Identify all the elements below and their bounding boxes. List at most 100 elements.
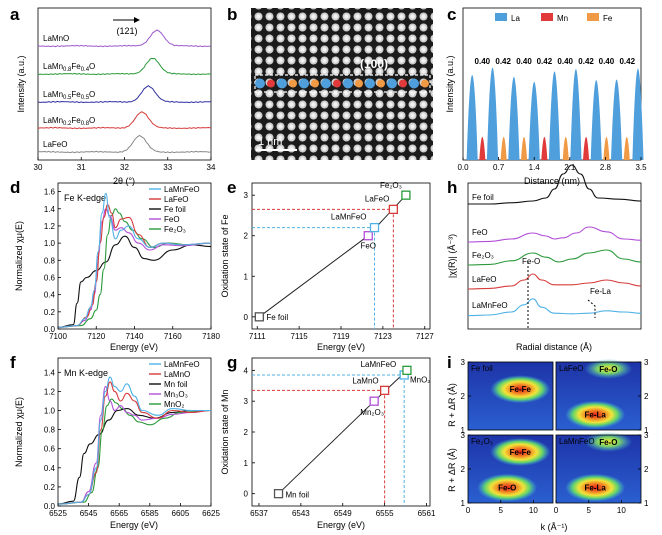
panel-i-xtick-label: 5 (498, 506, 503, 515)
panel-d-ytick-label: 0.0 (44, 325, 56, 334)
panel-a-series-3 (37, 85, 212, 104)
panel-i-map-title-4: LaMnFeO (559, 437, 595, 446)
panel-b-atom (299, 78, 309, 89)
panel-d-xtick-label: 7160 (164, 332, 182, 341)
panel-f-ytick-label: 1.0 (44, 407, 56, 416)
panel-a-xtick-label: 34 (207, 163, 216, 172)
panel-c-peak-fe (521, 136, 528, 160)
panel-g-ytick-label: 4 (244, 366, 249, 375)
panel-f-ytick-label: 0.0 (44, 502, 56, 511)
panel-c-legend-swatch-fe (587, 13, 599, 21)
panel-b-atom (343, 78, 353, 89)
panel-i-xlabel: k (Å⁻¹) (541, 522, 568, 532)
panel-f-curves (57, 376, 212, 505)
panel-f-ytick-label: 0.2 (44, 483, 56, 492)
panel-i-maps: Fe foil Fe-Fe LaFeO Fe-La Fe-O Fe₂O₃ Fe-Fe Fe-O… (467, 358, 642, 504)
panel-c-peak-la (466, 75, 478, 160)
panel-a-ylabel: Intensity (a.u.) (16, 55, 26, 112)
panel-i-ylabel-bottom: R + ΔR (Å) (447, 448, 457, 492)
panel-i-map-hotspot-3 (490, 438, 551, 466)
panel-f-xtick-label: 6585 (141, 509, 159, 518)
panel-i-peak-label: Fe-O (599, 438, 617, 447)
panel-g-ylabel: Oxidation state of Mn (220, 389, 230, 474)
panel-b-atom (409, 78, 419, 89)
panel-i-map-hotspot-4 (584, 431, 633, 452)
panel-h-series-3 (467, 249, 642, 266)
panel-i-xtick-label: 0 (554, 506, 559, 515)
panel-c-distance-label: 0.42 (495, 57, 511, 66)
panel-e-point-5 (401, 190, 411, 200)
panel-e-point-4 (388, 204, 399, 215)
panel-c-distance-label: 0.40 (475, 57, 491, 66)
panel-c-peaks (466, 67, 644, 160)
panel-f-frame (57, 357, 212, 507)
panel-f-series-1 (57, 376, 211, 505)
panel-d-legend-label-3: Fe foil (164, 205, 186, 214)
panel-b-atom (387, 78, 397, 89)
panel-a-xticks: 30 31 32 33 34 (34, 157, 216, 172)
panel-e-xlabel: Energy (eV) (317, 342, 365, 352)
panel-c-xtick-label: 0.0 (457, 163, 469, 172)
panel-f-xlabel: Energy (eV) (110, 520, 158, 530)
panel-h-fe-la-marker (587, 299, 596, 318)
panel-e-label: e (227, 178, 236, 197)
panel-d-ytick-label: 1.0 (44, 239, 56, 248)
panel-c-xlabel: Distance (nm) (524, 176, 580, 186)
panel-d-legend-label-2: LaFeO (164, 195, 188, 204)
panel-a-arrowhead (134, 17, 140, 23)
panel-e-point-2 (363, 231, 373, 241)
panel-b-atom (267, 79, 275, 88)
panel-e-point-label-4: LaFeO (365, 194, 389, 203)
panel-g-point-5 (402, 365, 412, 375)
panel-a-xtick-label: 31 (77, 163, 86, 172)
panel-i-ytick-label: 1 (461, 499, 466, 508)
panel-f-xtick-label: 6625 (202, 509, 220, 518)
panel-d-frame (57, 182, 212, 330)
panel-h-series-1 (468, 164, 642, 205)
panel-i-ytick-label: 2 (461, 465, 466, 474)
panel-i-ytick-label-right: 1 (644, 499, 649, 508)
panel-e-xtick-label: 7111 (249, 332, 266, 341)
panel-d-ticks: 7100 7120 7140 7160 7180 0.0 0.2 0.4 0.6 0.8 1.0 1.… (44, 188, 221, 341)
panel-c-legend-label-fe: Fe (603, 14, 613, 23)
panel-i-label: i (447, 353, 452, 372)
panel-c-distance-label: 0.42 (537, 57, 553, 66)
panel-e-point-3 (369, 222, 380, 233)
panel-a-xtick-label: 33 (163, 163, 172, 172)
panel-g-point-3 (379, 385, 390, 396)
panel-g-point-label-3: LaMnO (352, 376, 378, 385)
panel-c-peak-mn (583, 136, 590, 160)
panel-d-ytick-label: 0.8 (44, 256, 56, 265)
panel-d-ylabel: Normalized χμ(E) (14, 221, 24, 291)
panel-a-series-2 (37, 57, 212, 76)
panel-f-ytick-label: 0.6 (44, 445, 56, 454)
panel-c-peak-fe (623, 136, 630, 160)
panel-g-ytick-label: 3 (244, 397, 249, 406)
panel-i-ytick-label-right: 1 (644, 426, 649, 435)
panel-c-ylabel: Intensity (a.u.) (445, 55, 455, 112)
panel-e-ytick-label: 3 (244, 191, 249, 200)
panel-h-curve-labels: Fe foil FeO Fe₂O₃ LaFeO LaMnFeO (472, 193, 508, 310)
panel-a-xlabel: 2θ (°) (113, 176, 135, 186)
panel-c-distance-label: 0.42 (619, 57, 635, 66)
panel-g-xtick-label: 6537 (250, 509, 268, 518)
panel-f-ylabel: Normalized χμ(E) (14, 397, 24, 467)
panel-a-series-labels: LaMnO LaMn0.8Fe0.4O LaMn0.5Fe0.5O LaMn0.2Fe… (43, 34, 95, 149)
panel-f-ytick-label: 1.4 (44, 368, 56, 377)
panel-f-ytick-label: 0.4 (44, 464, 56, 473)
panel-c-peak-la (632, 68, 644, 160)
panel-i-ytick-label-right: 2 (644, 465, 649, 474)
panel-h-curve-label-4: LaFeO (472, 275, 496, 284)
panel-a-series-label-4: LaMn0.2Fe0.8O (43, 116, 95, 127)
panel-d-legend-label-1: LaMnFeO (164, 185, 200, 194)
panel-h-fe-o-label: Fe-O (522, 257, 540, 266)
panel-h-curve-label-5: LaMnFeO (472, 301, 508, 310)
panel-i-xtick-label: 10 (529, 506, 538, 515)
panel-h-curve-label-2: FeO (472, 228, 488, 237)
panel-d-xtick-label: 7140 (126, 332, 144, 341)
panel-b-atom (365, 78, 375, 89)
panel-c-label: c (447, 5, 456, 24)
